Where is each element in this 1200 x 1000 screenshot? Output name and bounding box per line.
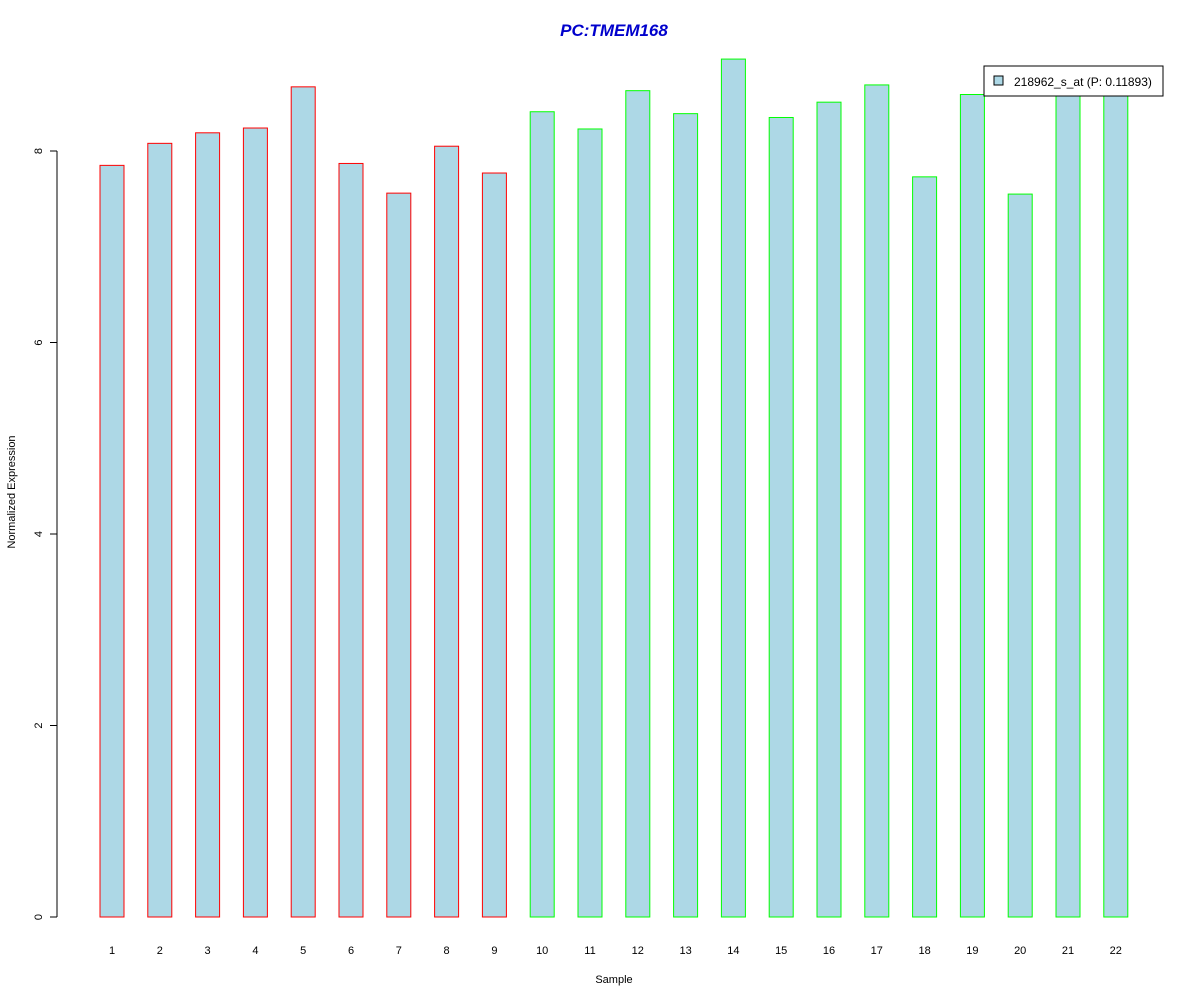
y-tick-label: 6 <box>33 339 45 345</box>
bar <box>195 132 221 918</box>
bar <box>242 127 268 918</box>
x-tick-label: 15 <box>775 945 787 957</box>
x-tick-label: 18 <box>918 945 930 957</box>
x-tick-label: 14 <box>727 945 739 957</box>
bar <box>338 162 364 918</box>
x-axis-ticks: 1 2 3 4 5 6 7 8 9 10 11 12 13 14 15 16 17 18 19 20 21 22 <box>109 945 1122 957</box>
bar <box>864 84 890 918</box>
chart-title: PC:TMEM168 <box>560 21 668 40</box>
x-tick-label: 21 <box>1062 945 1074 957</box>
y-tick-label: 4 <box>33 531 45 537</box>
x-tick-label: 16 <box>823 945 835 957</box>
bar <box>481 172 507 918</box>
x-tick-label: 11 <box>584 945 595 957</box>
x-tick-label: 12 <box>632 945 644 957</box>
bar <box>816 101 842 918</box>
bar <box>147 142 173 918</box>
x-tick-label: 1 <box>109 945 115 957</box>
x-tick-label: 4 <box>252 945 258 957</box>
y-tick-label: 2 <box>33 722 45 728</box>
bar <box>912 176 938 918</box>
x-tick-label: 6 <box>348 945 354 957</box>
bar <box>99 164 125 918</box>
x-tick-label: 20 <box>1014 945 1026 957</box>
y-tick-label: 0 <box>33 914 45 920</box>
bar <box>1007 193 1033 918</box>
legend-swatch <box>993 75 1004 86</box>
bar <box>625 90 651 918</box>
bar <box>434 145 460 918</box>
y-axis: 0 2 4 6 8 <box>33 148 58 920</box>
bar <box>577 128 603 918</box>
y-tick-label: 8 <box>33 148 45 154</box>
bar <box>1055 87 1081 918</box>
bars <box>99 58 1129 918</box>
x-tick-label: 17 <box>871 945 883 957</box>
legend-label: 218962_s_at (P: 0.11893) <box>1014 75 1152 89</box>
bar <box>386 192 412 918</box>
x-tick-label: 2 <box>157 945 163 957</box>
bar <box>673 113 699 918</box>
x-tick-label: 10 <box>536 945 548 957</box>
x-tick-label: 8 <box>444 945 450 957</box>
x-tick-label: 19 <box>966 945 978 957</box>
legend: 218962_s_at (P: 0.11893) <box>983 65 1164 97</box>
bar <box>720 58 746 918</box>
legend-box <box>983 65 1164 97</box>
x-tick-label: 9 <box>491 945 497 957</box>
x-tick-label: 7 <box>396 945 402 957</box>
y-axis-label: Normalized Expression <box>6 435 18 548</box>
bar <box>959 94 985 918</box>
bar <box>768 116 794 918</box>
bar <box>1103 90 1129 918</box>
x-axis-label: Sample <box>595 974 632 986</box>
bar <box>529 111 555 918</box>
x-tick-label: 5 <box>300 945 306 957</box>
x-tick-label: 22 <box>1110 945 1122 957</box>
x-tick-label: 13 <box>679 945 691 957</box>
x-tick-label: 3 <box>205 945 211 957</box>
bar <box>290 86 316 918</box>
